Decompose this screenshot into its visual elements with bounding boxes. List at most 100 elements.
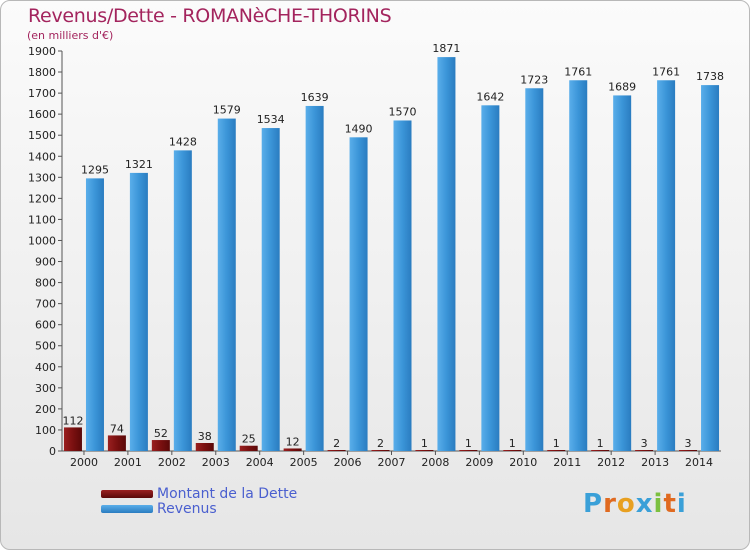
y-tick-label: 0 <box>49 445 56 458</box>
bar-revenus <box>349 137 368 451</box>
legend-label-revenus: Revenus <box>157 501 217 517</box>
x-tick-label: 2009 <box>465 456 493 469</box>
chart-axes: 0100200300400500600700800900100011001200… <box>28 45 721 469</box>
y-tick-label: 500 <box>35 340 56 353</box>
data-label-revenus: 1295 <box>81 163 109 176</box>
logo-letter: i <box>653 489 664 519</box>
data-label-dette: 74 <box>110 422 124 435</box>
y-tick-label: 800 <box>35 277 56 290</box>
legend-swatch-dette <box>101 490 153 498</box>
legend-label-dette: Montant de la Dette <box>157 486 298 502</box>
bar-dette <box>459 450 478 451</box>
bar-revenus <box>701 85 720 452</box>
y-tick-label: 400 <box>35 361 56 374</box>
data-label-revenus: 1642 <box>476 90 504 103</box>
data-label-dette: 25 <box>242 433 256 446</box>
x-tick-label: 2004 <box>246 456 274 469</box>
data-label-revenus: 1639 <box>301 91 329 104</box>
data-label-dette: 38 <box>198 430 212 443</box>
y-tick-label: 1300 <box>28 171 56 184</box>
chart-bars <box>63 57 720 452</box>
bar-dette <box>679 450 698 451</box>
bar-dette <box>239 445 258 451</box>
data-label-revenus: 1490 <box>345 122 373 135</box>
proxiti-logo: Proxiti <box>583 489 687 519</box>
y-tick-label: 700 <box>35 298 56 311</box>
bar-revenus <box>85 178 104 452</box>
data-label-revenus: 1871 <box>432 42 460 55</box>
data-label-revenus: 1738 <box>696 70 724 83</box>
bar-revenus <box>261 128 280 451</box>
x-tick-label: 2005 <box>290 456 318 469</box>
bar-revenus <box>129 172 148 452</box>
bar-dette <box>547 450 566 451</box>
bar-revenus <box>437 57 456 452</box>
bar-dette <box>415 450 434 451</box>
logo-letter: t <box>663 489 677 519</box>
logo-letter: o <box>616 489 636 519</box>
data-label-revenus: 1723 <box>520 73 548 86</box>
bar-revenus <box>393 120 412 451</box>
bar-revenus <box>305 105 324 452</box>
chart-title: Revenus/Dette - ROMANèCHE-THORINS <box>28 5 392 27</box>
bar-dette <box>591 450 610 451</box>
data-label-dette: 3 <box>641 437 648 450</box>
data-label-dette: 1 <box>553 437 560 450</box>
bar-dette <box>107 435 126 451</box>
x-tick-label: 2001 <box>114 456 142 469</box>
data-label-dette: 52 <box>154 427 168 440</box>
logo-letter: r <box>603 489 617 519</box>
data-label-dette: 3 <box>685 437 692 450</box>
x-tick-label: 2006 <box>334 456 362 469</box>
x-tick-label: 2012 <box>597 456 625 469</box>
bar-dette <box>195 443 214 451</box>
x-tick-label: 2011 <box>553 456 581 469</box>
x-tick-label: 2000 <box>70 456 98 469</box>
legend-swatch-revenus <box>101 505 153 513</box>
x-tick-label: 2014 <box>685 456 713 469</box>
x-tick-label: 2010 <box>509 456 537 469</box>
data-label-dette: 2 <box>377 437 384 450</box>
y-tick-label: 300 <box>35 382 56 395</box>
data-label-revenus: 1689 <box>608 80 636 93</box>
y-tick-label: 1600 <box>28 108 56 121</box>
chart-data-labels: 1121295741321521428381579251534121639214… <box>62 42 724 450</box>
bar-dette <box>283 448 302 451</box>
bar-revenus <box>569 80 588 452</box>
data-label-revenus: 1761 <box>564 65 592 78</box>
bar-dette <box>635 450 654 451</box>
data-label-dette: 1 <box>509 437 516 450</box>
data-label-revenus: 1761 <box>652 65 680 78</box>
data-label-dette: 1 <box>597 437 604 450</box>
logo-letter: P <box>583 489 604 519</box>
y-tick-label: 200 <box>35 403 56 416</box>
y-tick-label: 1900 <box>28 45 56 58</box>
x-tick-label: 2003 <box>202 456 230 469</box>
bar-revenus <box>173 150 192 452</box>
y-tick-label: 1000 <box>28 234 56 247</box>
bar-dette <box>371 450 390 451</box>
y-tick-label: 900 <box>35 256 56 269</box>
y-tick-label: 600 <box>35 319 56 332</box>
data-label-dette: 1 <box>421 437 428 450</box>
bar-dette <box>327 450 346 451</box>
x-tick-label: 2007 <box>378 456 406 469</box>
x-tick-label: 2008 <box>421 456 449 469</box>
bar-dette <box>63 427 82 451</box>
bar-revenus <box>217 118 236 451</box>
bar-revenus <box>613 95 632 451</box>
bar-dette <box>503 450 522 451</box>
chart-subtitle: (en milliers d'€) <box>27 29 114 42</box>
data-label-dette: 2 <box>333 437 340 450</box>
y-tick-label: 1100 <box>28 213 56 226</box>
x-tick-label: 2002 <box>158 456 186 469</box>
x-tick-label: 2013 <box>641 456 669 469</box>
data-label-revenus: 1534 <box>257 113 285 126</box>
logo-letter: i <box>676 489 687 519</box>
data-label-dette: 112 <box>62 414 83 427</box>
data-label-revenus: 1579 <box>213 104 241 117</box>
bar-revenus <box>481 105 500 451</box>
data-label-dette: 1 <box>465 437 472 450</box>
